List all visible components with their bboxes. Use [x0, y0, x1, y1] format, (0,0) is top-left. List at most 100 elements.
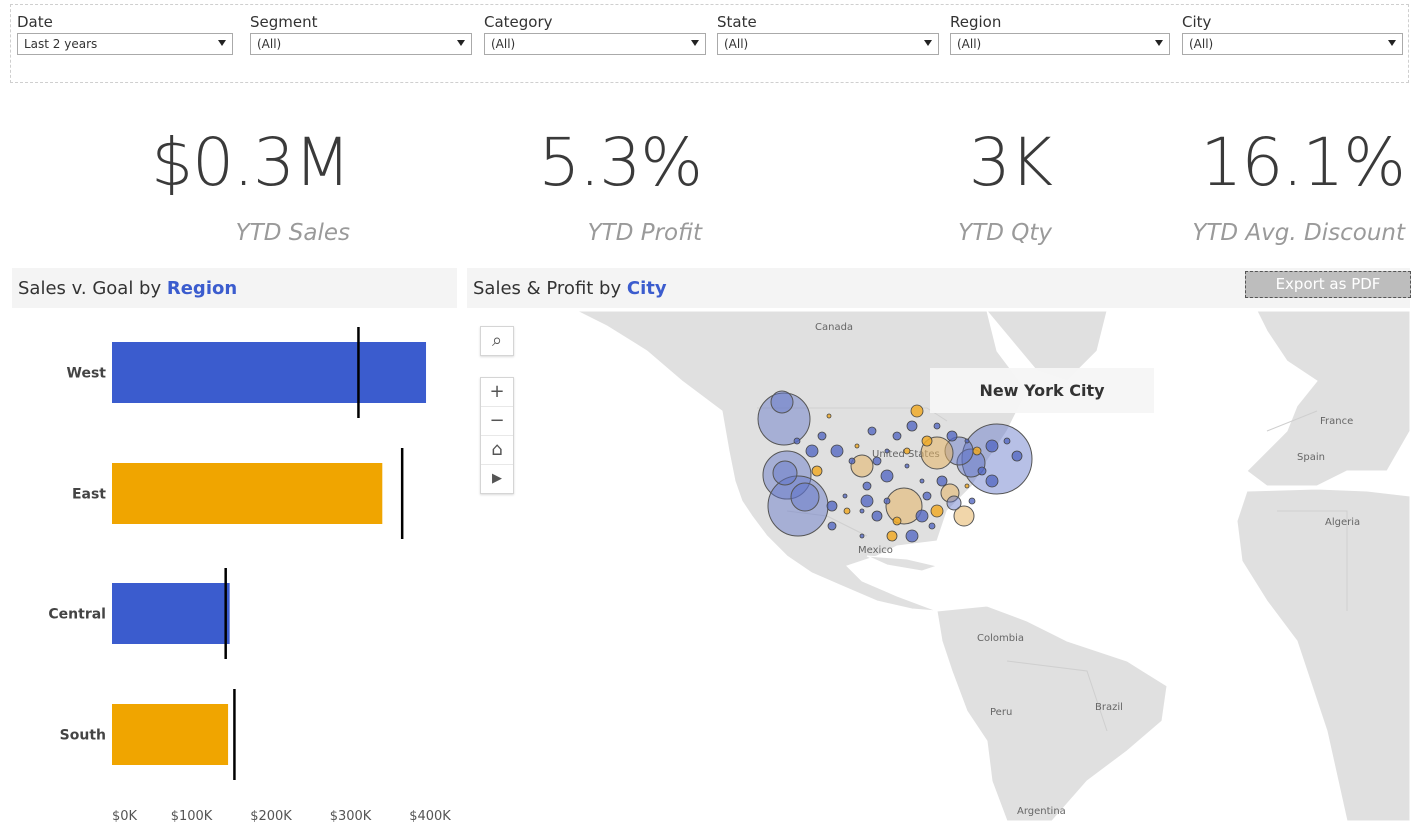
filter-category-dropdown[interactable]: (All) [484, 33, 706, 55]
city-bubble[interactable] [817, 431, 827, 441]
city-bubble[interactable] [919, 478, 925, 484]
x-tick-label: $200K [250, 809, 292, 824]
city-bubble[interactable] [871, 510, 883, 522]
city-bubble[interactable] [826, 500, 838, 512]
city-bubble[interactable] [904, 463, 910, 469]
city-bubble[interactable] [885, 487, 923, 525]
city-map[interactable]: Canada United States Mexico Colombia Per… [467, 311, 1410, 821]
city-bubble[interactable] [850, 454, 874, 478]
filter-state-dropdown[interactable]: (All) [717, 33, 939, 55]
city-bubble[interactable] [805, 444, 819, 458]
city-bubble[interactable] [964, 483, 970, 489]
x-tick-label: $0K [112, 809, 138, 824]
city-bubble[interactable] [953, 505, 975, 527]
kpi-sales-label: YTD Sales [235, 220, 350, 246]
export-pdf-button[interactable]: Export as PDF [1245, 271, 1411, 298]
city-bubble[interactable] [903, 447, 911, 455]
city-bubble[interactable] [968, 497, 976, 505]
city-bubble[interactable] [1011, 450, 1023, 462]
city-bubble[interactable] [892, 516, 902, 526]
city-bubble[interactable] [985, 474, 999, 488]
city-bubble[interactable] [830, 444, 844, 458]
filter-city-dropdown[interactable]: (All) [1182, 33, 1403, 55]
filter-date-dropdown[interactable]: Last 2 years [17, 33, 233, 55]
search-icon[interactable]: ⌕ [491, 330, 503, 351]
city-bubble[interactable] [972, 446, 982, 456]
city-bubble[interactable] [946, 495, 962, 511]
city-bubble[interactable] [922, 491, 932, 501]
kpi-discount-value: 16.1% [1200, 124, 1406, 201]
play-icon[interactable]: ▶ [492, 471, 502, 486]
city-bubble[interactable] [964, 438, 970, 444]
city-bubble[interactable] [905, 529, 919, 543]
city-bubble[interactable] [910, 404, 924, 418]
category-label-south: South [60, 728, 106, 744]
city-bubble[interactable] [886, 530, 898, 542]
city-bubble[interactable] [826, 413, 832, 419]
city-bubble[interactable] [772, 460, 798, 486]
zoom-in-icon[interactable]: + [481, 378, 513, 407]
filter-region-dropdown[interactable]: (All) [950, 33, 1170, 55]
city-bubble[interactable] [928, 522, 936, 530]
home-icon[interactable]: ⌂ [481, 436, 513, 465]
city-bubble[interactable] [921, 435, 933, 447]
chevron-down-icon [924, 40, 932, 46]
city-bubble[interactable] [811, 465, 823, 477]
filter-region-label: Region [950, 13, 1002, 31]
city-bubble[interactable] [933, 422, 941, 430]
bar-west[interactable] [112, 342, 427, 403]
city-bubble[interactable] [906, 420, 918, 432]
bar-south[interactable] [112, 704, 229, 765]
city-bubble[interactable] [770, 390, 794, 414]
filter-segment-label: Segment [250, 13, 318, 31]
zoom-out-icon[interactable]: − [481, 407, 513, 436]
filter-state-value: (All) [724, 37, 749, 51]
city-bubble[interactable] [867, 426, 877, 436]
kpi-sales-value: $0.3M [151, 124, 351, 201]
kpi-qty-label: YTD Qty [958, 220, 1052, 246]
map-label-canada: Canada [815, 322, 853, 333]
city-bubble[interactable] [842, 493, 848, 499]
filter-segment-dropdown[interactable]: (All) [250, 33, 472, 55]
filter-region-value: (All) [957, 37, 982, 51]
city-bubble[interactable] [985, 439, 999, 453]
map-label-colombia: Colombia [977, 633, 1024, 644]
map-title-highlight[interactable]: City [626, 278, 667, 299]
city-bubble[interactable] [862, 481, 872, 491]
city-bubble[interactable] [977, 466, 987, 476]
city-bubble[interactable] [860, 494, 874, 508]
city-bubble[interactable] [940, 483, 960, 503]
map-title-prefix: Sales & Profit by [473, 278, 622, 299]
city-bubble[interactable] [915, 509, 929, 523]
city-bubble[interactable] [843, 507, 851, 515]
category-label-central: Central [48, 607, 106, 623]
city-bubble[interactable] [892, 431, 902, 441]
map-borders [757, 407, 1348, 732]
city-bubble[interactable] [757, 392, 811, 446]
city-bubble[interactable] [880, 469, 894, 483]
map-search-tool: ⌕ [480, 326, 514, 356]
city-bubble[interactable] [859, 508, 865, 514]
city-bubble[interactable] [859, 533, 865, 539]
bar-east[interactable] [112, 463, 383, 524]
city-bubble[interactable] [961, 423, 1033, 495]
map-canvas[interactable]: Canada United States Mexico Colombia Per… [467, 311, 1410, 821]
city-bubble[interactable] [793, 437, 801, 445]
city-bubble[interactable] [854, 443, 860, 449]
city-bubble[interactable] [848, 457, 856, 465]
filter-region: Region (All) [950, 13, 1170, 55]
filter-city-label: City [1182, 13, 1212, 31]
bar-central[interactable] [112, 583, 230, 644]
city-bubble[interactable] [946, 430, 958, 442]
city-bubble[interactable] [827, 521, 837, 531]
city-bubble[interactable] [790, 482, 820, 512]
city-bubble[interactable] [936, 475, 948, 487]
city-bubble[interactable] [883, 497, 891, 505]
city-bubble[interactable] [1003, 437, 1011, 445]
sales-title-highlight[interactable]: Region [166, 278, 238, 299]
city-bubbles[interactable] [757, 390, 1033, 543]
sales-title-prefix: Sales v. Goal by [18, 278, 162, 299]
city-bubble[interactable] [872, 456, 882, 466]
city-bubble[interactable] [930, 504, 944, 518]
city-bubble[interactable] [884, 448, 890, 454]
